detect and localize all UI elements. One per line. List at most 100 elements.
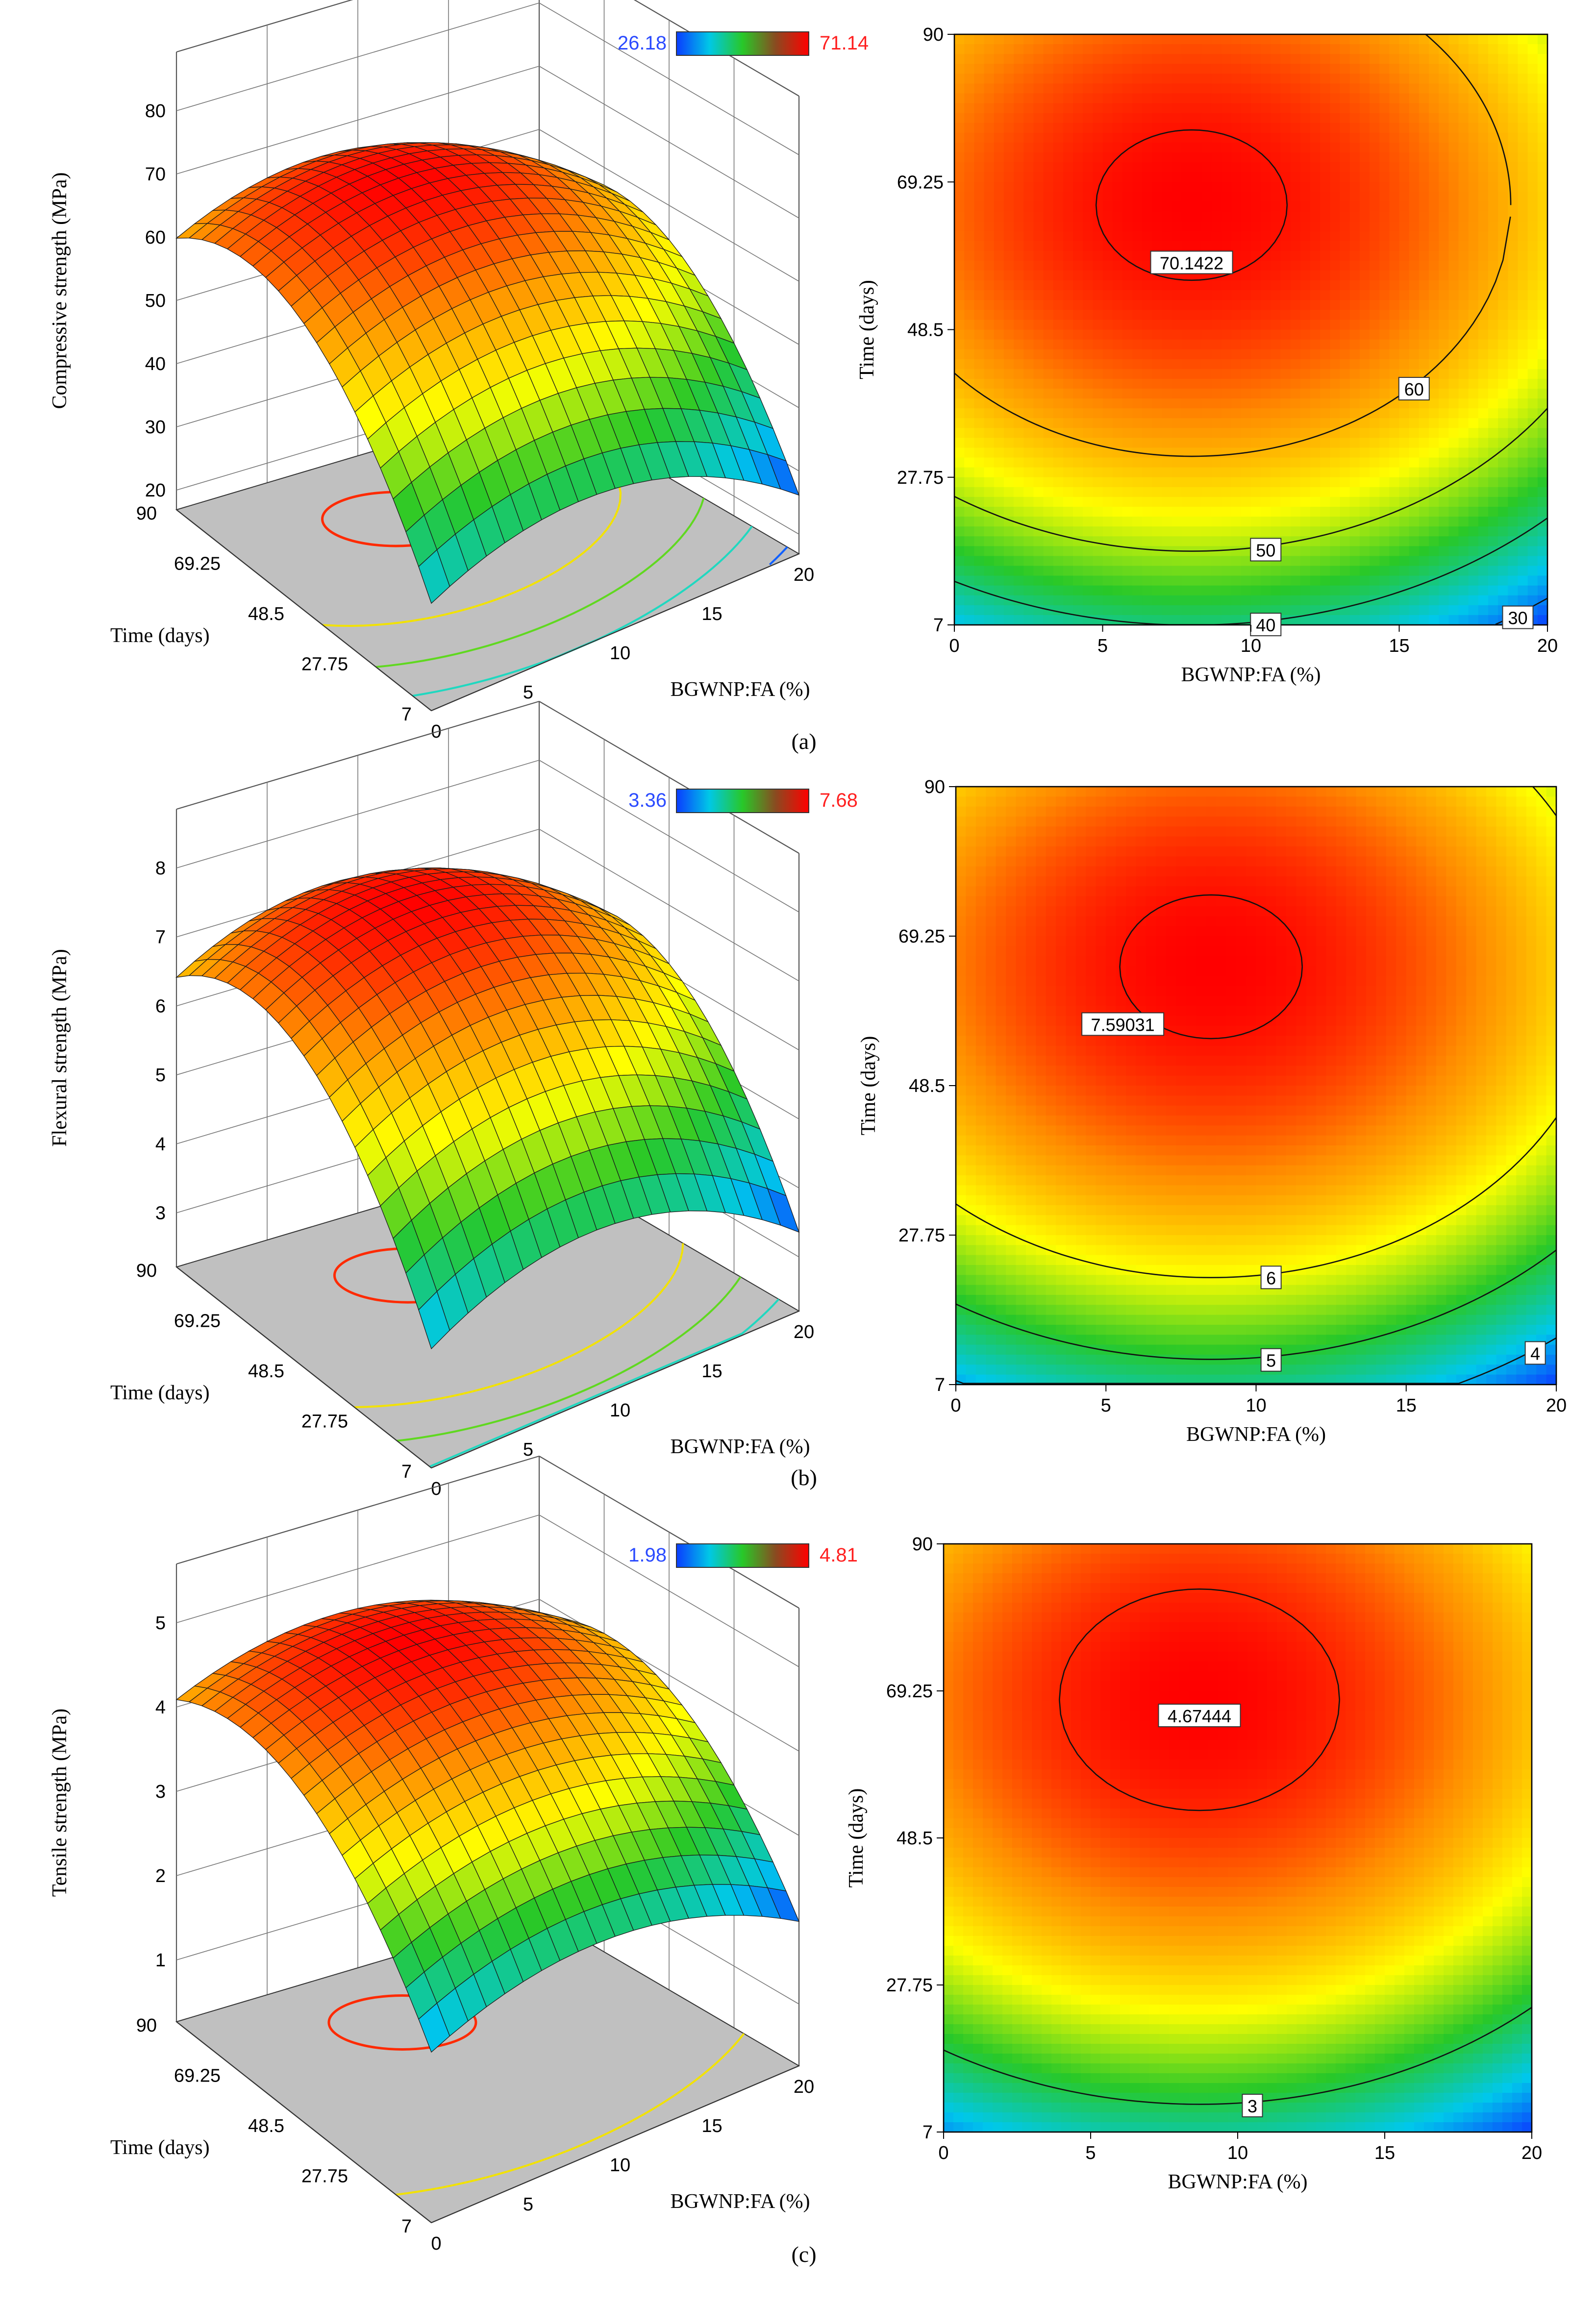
- contour-cell: [1152, 595, 1163, 606]
- contour-cell: [1488, 250, 1498, 261]
- contour-cell: [966, 826, 976, 837]
- x-axis-label: BGWNP:FA (%): [670, 1436, 810, 1458]
- contour-cell: [1409, 329, 1420, 340]
- contour-cell: [964, 418, 974, 428]
- contour-cell: [1340, 93, 1350, 104]
- contour-cell: [954, 241, 965, 251]
- contour-cell: [1508, 192, 1519, 202]
- contour-cell: [1349, 132, 1360, 143]
- contour-cell: [1527, 546, 1538, 557]
- contour-cell: [1330, 44, 1341, 54]
- contour-cell: [1003, 585, 1014, 596]
- contour-cell: [1468, 575, 1479, 586]
- contour-cell: [1063, 260, 1073, 271]
- contour-cell: [1419, 556, 1429, 567]
- contour-cell: [1206, 806, 1217, 817]
- contour-cell: [1527, 320, 1538, 330]
- contour-cell: [1468, 389, 1479, 399]
- contour-cell: [1389, 162, 1400, 173]
- contour-cell: [1152, 93, 1163, 104]
- contour-cell: [1192, 280, 1202, 291]
- contour-cell: [1102, 310, 1113, 321]
- contour-cell: [1399, 595, 1410, 606]
- contour-cell: [1106, 826, 1117, 837]
- contour-cell: [1043, 585, 1054, 596]
- contour-cell: [994, 132, 1004, 143]
- contour-cell: [1231, 339, 1242, 350]
- contour-cell: [1181, 329, 1192, 340]
- contour-cell: [1448, 152, 1459, 163]
- contour-cell: [1023, 605, 1034, 616]
- contour-cell: [1102, 605, 1113, 616]
- contour-cell: [1221, 369, 1232, 379]
- contour-cell: [1389, 123, 1400, 133]
- contour-cell: [1300, 142, 1311, 153]
- contour-cell: [1023, 162, 1034, 173]
- contour-cell: [1093, 132, 1103, 143]
- contour-cell: [984, 408, 995, 419]
- contour-cell: [1537, 615, 1548, 625]
- contour-cell: [984, 349, 995, 360]
- contour-cell: [1439, 172, 1449, 182]
- contour-cell: [954, 507, 965, 517]
- contour-cell: [1290, 566, 1301, 576]
- contour-cell: [1409, 320, 1420, 330]
- contour-cell: [1429, 132, 1439, 143]
- contour-cell: [1014, 378, 1024, 389]
- contour-cell: [1416, 817, 1427, 827]
- contour-cell: [1201, 103, 1212, 114]
- contour-cell: [964, 64, 974, 74]
- contour-cell: [1106, 796, 1117, 807]
- contour-cell: [1419, 369, 1429, 379]
- contour-cell: [1102, 517, 1113, 527]
- contour-cell: [1478, 389, 1489, 399]
- contour-cell: [1172, 103, 1182, 114]
- contour-cell: [1359, 162, 1370, 173]
- contour-cell: [1152, 575, 1163, 586]
- contour-cell: [1310, 280, 1321, 291]
- contour-cell: [1419, 526, 1429, 537]
- contour-cell: [1256, 817, 1267, 827]
- contour-cell: [984, 428, 995, 439]
- contour-cell: [1033, 546, 1044, 557]
- contour-cell: [1053, 280, 1064, 291]
- contour-cell: [1003, 507, 1014, 517]
- contour-cell: [1156, 817, 1167, 827]
- contour-cell: [1122, 250, 1133, 261]
- contour-cell: [1478, 172, 1489, 182]
- contour-cell: [1033, 575, 1044, 586]
- contour-cell: [1162, 162, 1172, 173]
- contour-cell: [1241, 192, 1251, 202]
- contour-cell: [994, 447, 1004, 458]
- contour-cell: [954, 575, 965, 586]
- contour-cell: [1003, 34, 1014, 45]
- contour-cell: [1290, 152, 1301, 163]
- contour-cell: [954, 477, 965, 488]
- contour-cell: [974, 103, 985, 114]
- contour-cell: [1122, 211, 1133, 222]
- contour-cell: [1152, 487, 1163, 497]
- contour-cell: [1389, 369, 1400, 379]
- contour-cell: [1003, 467, 1014, 478]
- contour-cell: [1162, 408, 1172, 419]
- contour-cell: [1349, 359, 1360, 370]
- contour-cell: [1370, 320, 1380, 330]
- contour-cell: [1527, 566, 1538, 576]
- contour-cell: [1192, 74, 1202, 84]
- contour-cell: [1112, 615, 1123, 625]
- contour-cell: [964, 369, 974, 379]
- contour-cell: [1142, 467, 1152, 478]
- contour-cell: [1439, 290, 1449, 300]
- contour-cell: [1280, 271, 1291, 281]
- contour-cell: [1073, 398, 1083, 409]
- contour-cell: [1063, 290, 1073, 300]
- contour-cell: [1349, 457, 1360, 468]
- surface-mesh: [175, 142, 800, 604]
- contour-cell: [1478, 64, 1489, 74]
- contour-cell: [1116, 846, 1126, 857]
- contour-cell: [994, 162, 1004, 173]
- z-tick-label: 40: [145, 354, 166, 374]
- contour-cell: [1003, 369, 1014, 379]
- contour-cell: [1271, 300, 1281, 310]
- contour-cell: [1478, 44, 1489, 54]
